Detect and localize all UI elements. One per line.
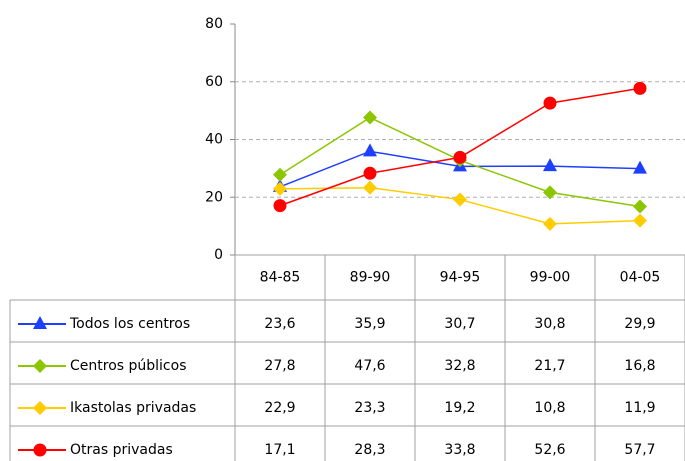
table-value: 11,9 xyxy=(624,400,655,416)
y-tick-label: 0 xyxy=(214,247,223,263)
data-point xyxy=(633,199,647,214)
x-tick-label: 84-85 xyxy=(260,270,301,286)
table-value: 47,6 xyxy=(354,358,385,374)
table-value: 19,2 xyxy=(444,400,475,416)
data-point xyxy=(363,143,377,157)
data-point xyxy=(543,216,557,231)
legend-label: Centros públicos xyxy=(70,358,187,374)
table-value: 22,9 xyxy=(264,400,295,416)
table-value: 33,8 xyxy=(444,442,475,458)
x-tick-label: 04-05 xyxy=(620,270,661,286)
table-value: 21,7 xyxy=(534,358,565,374)
y-tick-label: 60 xyxy=(205,74,223,90)
legend-marker xyxy=(33,443,47,457)
table-value: 28,3 xyxy=(354,442,385,458)
data-point xyxy=(363,110,377,125)
legend-label: Ikastolas privadas xyxy=(70,400,196,416)
data-point xyxy=(633,81,647,95)
data-point xyxy=(453,192,467,207)
table-value: 29,9 xyxy=(624,316,655,332)
legend-marker xyxy=(33,401,47,415)
data-point xyxy=(453,150,467,164)
data-point xyxy=(633,213,647,228)
y-tick-label: 40 xyxy=(205,132,223,148)
legend-label: Todos los centros xyxy=(69,316,190,332)
table-value: 23,6 xyxy=(264,316,295,332)
x-tick-label: 99-00 xyxy=(530,270,571,286)
table-value: 17,1 xyxy=(264,442,295,458)
data-point xyxy=(633,160,647,174)
table-value: 32,8 xyxy=(444,358,475,374)
legend-label: Otras privadas xyxy=(70,442,173,458)
table-value: 52,6 xyxy=(534,442,565,458)
table-value: 35,9 xyxy=(354,316,385,332)
table-value: 30,8 xyxy=(534,316,565,332)
data-point xyxy=(273,181,287,196)
data-point xyxy=(273,167,287,182)
table-value: 57,7 xyxy=(624,442,655,458)
table-value: 10,8 xyxy=(534,400,565,416)
legend-marker xyxy=(33,359,47,373)
table-value: 30,7 xyxy=(444,316,475,332)
data-point xyxy=(363,180,377,195)
data-point xyxy=(543,96,557,110)
x-tick-label: 89-90 xyxy=(350,270,391,286)
legend-marker xyxy=(33,316,47,329)
table-value: 16,8 xyxy=(624,358,655,374)
data-point xyxy=(273,199,287,213)
table-value: 27,8 xyxy=(264,358,295,374)
data-point xyxy=(363,166,377,180)
x-tick-label: 94-95 xyxy=(440,270,481,286)
y-tick-label: 80 xyxy=(205,16,223,32)
data-point xyxy=(543,185,557,200)
y-tick-label: 20 xyxy=(205,189,223,205)
table-value: 23,3 xyxy=(354,400,385,416)
data-point xyxy=(543,158,557,172)
